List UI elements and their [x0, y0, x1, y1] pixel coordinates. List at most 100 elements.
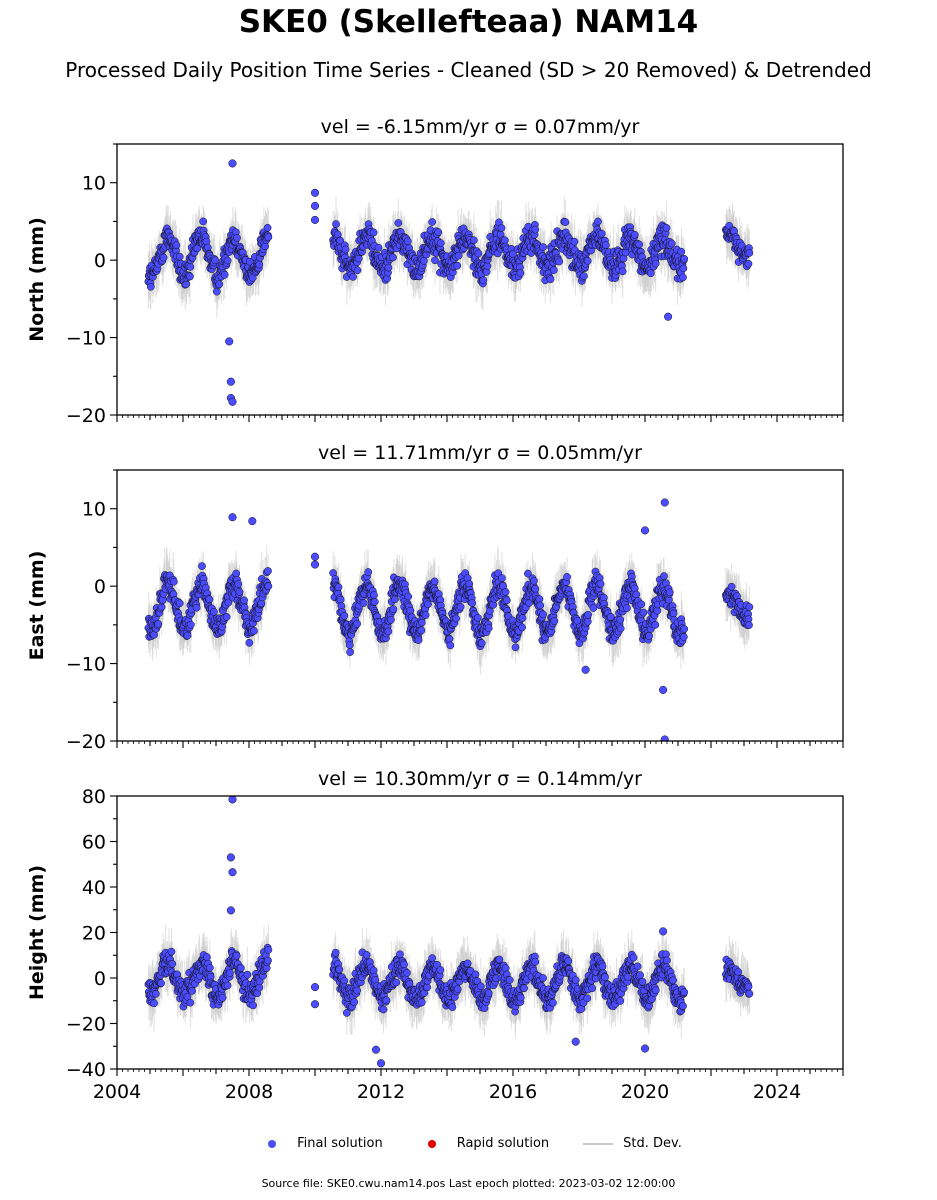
data-point	[186, 263, 195, 271]
data-point	[589, 604, 598, 612]
data-point	[211, 256, 220, 265]
chart-title: SKE0 (Skellefteaa) NAM14	[238, 4, 699, 40]
data-point	[434, 228, 443, 236]
data-point	[234, 580, 243, 588]
data-point	[497, 224, 506, 232]
data-point	[680, 254, 689, 263]
outlier-point	[226, 377, 235, 386]
data-point	[424, 600, 432, 609]
data-point	[154, 620, 163, 628]
data-point	[616, 615, 625, 624]
data-point	[223, 256, 232, 265]
data-point	[454, 251, 463, 260]
data-point	[632, 590, 641, 599]
data-point	[511, 643, 520, 652]
data-point	[531, 225, 540, 234]
data-point	[498, 574, 506, 582]
data-point	[677, 247, 686, 256]
data-point	[430, 577, 439, 586]
data-point	[175, 599, 184, 608]
data-point	[660, 572, 668, 580]
data-point	[394, 219, 403, 227]
data-point	[431, 256, 439, 265]
data-point	[536, 601, 545, 610]
outlier-point	[228, 513, 237, 522]
data-point	[539, 610, 547, 619]
data-point	[345, 641, 354, 649]
data-point	[346, 648, 354, 656]
outlier-point	[310, 560, 320, 569]
data-point	[651, 259, 660, 268]
data-point	[353, 619, 361, 628]
data-point	[417, 618, 426, 627]
data-point	[215, 280, 224, 289]
data-point	[539, 243, 547, 251]
data-point	[469, 236, 478, 245]
data-point	[417, 626, 426, 635]
data-point	[453, 261, 462, 270]
data-point	[349, 273, 357, 281]
data-point	[637, 600, 646, 609]
data-point	[583, 617, 592, 626]
data-point	[452, 614, 460, 623]
data-point	[255, 260, 264, 269]
data-point	[524, 569, 532, 578]
outlier-point	[228, 397, 237, 406]
data-point	[530, 576, 538, 585]
data-point	[233, 234, 241, 242]
data-point	[561, 218, 570, 226]
data-point	[651, 621, 660, 629]
data-point	[250, 627, 258, 635]
outlier-point	[640, 526, 650, 535]
data-point	[199, 217, 208, 226]
data-point	[662, 224, 671, 232]
data-point	[341, 245, 350, 254]
data-point	[192, 603, 201, 612]
outlier-point	[310, 552, 320, 561]
data-point	[531, 584, 540, 593]
data-point	[364, 568, 373, 576]
data-point	[384, 627, 393, 636]
panel-1: −20 −10 0 10 North (mm) vel = -6.15mm/yr σ = …	[26, 116, 844, 427]
panel-1-data	[144, 159, 754, 406]
data-point	[468, 599, 477, 607]
outlier-point	[660, 498, 669, 507]
data-point	[745, 621, 753, 629]
data-point	[332, 220, 340, 228]
data-point	[477, 639, 486, 648]
data-point	[479, 276, 488, 285]
data-point	[639, 608, 648, 617]
data-point	[389, 253, 397, 262]
data-point	[175, 252, 184, 261]
outlier-point	[248, 517, 257, 526]
outlier-point	[228, 159, 237, 168]
chart-subtitle: Processed Daily Position Time Series - C…	[65, 58, 872, 82]
data-point	[264, 582, 273, 591]
data-point	[550, 617, 559, 625]
data-point	[212, 287, 221, 296]
data-point	[172, 241, 181, 250]
data-point	[679, 264, 688, 273]
data-point	[679, 633, 688, 641]
data-point	[445, 635, 454, 643]
data-point	[623, 604, 631, 612]
y-tick-label: −10	[66, 328, 106, 350]
data-point	[389, 605, 398, 613]
panel-2-data	[144, 498, 754, 741]
data-point	[220, 270, 229, 279]
outlier-point	[310, 215, 320, 224]
data-point	[222, 613, 231, 621]
data-point	[584, 610, 592, 619]
data-point	[618, 267, 627, 276]
data-point	[428, 218, 437, 226]
data-point	[264, 233, 273, 242]
outlier-point	[310, 201, 320, 210]
data-point	[235, 587, 244, 596]
data-point	[403, 237, 412, 246]
data-point	[456, 602, 465, 611]
data-point	[369, 228, 378, 237]
y-tick-label: 0	[94, 250, 106, 272]
data-point	[630, 230, 639, 239]
outlier-point	[225, 337, 234, 346]
data-point	[745, 249, 754, 257]
